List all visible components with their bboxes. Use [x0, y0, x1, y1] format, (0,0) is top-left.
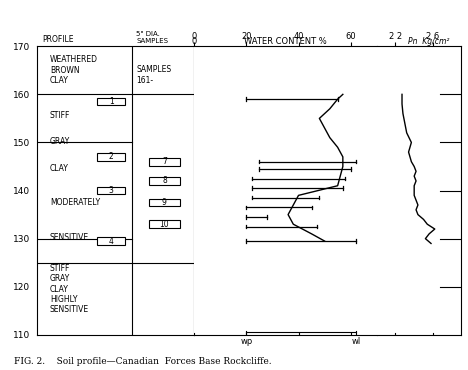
Text: 4: 4	[109, 236, 114, 246]
Text: 10: 10	[160, 220, 169, 229]
FancyBboxPatch shape	[149, 158, 180, 165]
FancyBboxPatch shape	[149, 199, 180, 206]
Text: SAMPLES
161-: SAMPLES 161-	[136, 65, 171, 85]
Text: 9: 9	[162, 198, 167, 207]
Text: WATER CONTENT %: WATER CONTENT %	[244, 37, 327, 46]
Text: GRAY: GRAY	[50, 137, 70, 145]
FancyBboxPatch shape	[97, 187, 125, 194]
Text: wl: wl	[351, 337, 360, 346]
Text: STIFF: STIFF	[50, 111, 70, 121]
Text: Pn  Kg/cm²: Pn Kg/cm²	[408, 37, 449, 46]
Text: 7: 7	[162, 157, 167, 166]
Text: 0: 0	[191, 37, 197, 46]
FancyBboxPatch shape	[149, 221, 180, 228]
Text: MODERATELY: MODERATELY	[50, 198, 100, 207]
Text: FIG. 2.    Soil profile—Canadian  Forces Base Rockcliffe.: FIG. 2. Soil profile—Canadian Forces Bas…	[14, 357, 271, 366]
Text: 2: 2	[109, 152, 114, 161]
Text: WEATHERED
BROWN
CLAY: WEATHERED BROWN CLAY	[50, 56, 98, 85]
Text: 3: 3	[109, 186, 114, 195]
FancyBboxPatch shape	[97, 153, 125, 161]
Text: SENSITIVE: SENSITIVE	[50, 233, 89, 242]
Text: 5" DIA.
SAMPLES: 5" DIA. SAMPLES	[136, 31, 168, 44]
FancyBboxPatch shape	[97, 237, 125, 245]
Text: CLAY: CLAY	[50, 164, 69, 174]
Text: wp: wp	[240, 337, 253, 346]
Text: STIFF
GRAY
CLAY
HIGHLY
SENSITIVE: STIFF GRAY CLAY HIGHLY SENSITIVE	[50, 264, 89, 314]
Text: PROFILE: PROFILE	[42, 35, 73, 44]
Text: 8: 8	[162, 176, 167, 185]
FancyBboxPatch shape	[97, 98, 125, 105]
Text: 1: 1	[109, 97, 114, 106]
FancyBboxPatch shape	[149, 177, 180, 185]
